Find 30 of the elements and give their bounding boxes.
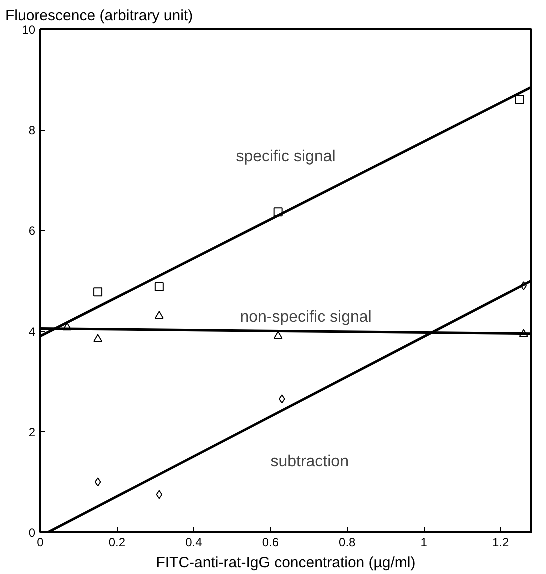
y-tick-label: 0 <box>28 526 36 540</box>
point <box>94 288 103 297</box>
text: subtraction <box>270 453 349 470</box>
x-tick-label: 0.6 <box>262 536 280 550</box>
point <box>94 334 103 342</box>
point <box>519 329 528 338</box>
point <box>274 208 283 217</box>
y-axis-title: Fluorescence (arbitrary unit) <box>6 8 194 24</box>
y-tick-label: 2 <box>28 425 36 440</box>
x-tick-label: 1.2 <box>492 536 510 550</box>
y-tick-label: 8 <box>28 124 36 138</box>
x-tick-label: 0.8 <box>339 536 356 550</box>
y-tick-label: 4 <box>28 324 36 339</box>
point <box>62 322 72 331</box>
point <box>274 331 283 340</box>
x-tick-label: 0 <box>37 536 44 550</box>
x-axis-title: FITC-anti-rat-IgG concentration (µg/ml) <box>156 554 416 572</box>
point <box>278 394 286 404</box>
point <box>94 478 102 487</box>
point <box>154 311 164 320</box>
point <box>154 282 164 292</box>
x-tick-label: 0.4 <box>186 536 203 550</box>
x-tick-label: 1 <box>420 536 428 550</box>
point <box>156 490 163 500</box>
y-tick-label: 10 <box>22 23 36 37</box>
x-tick-label: 0.2 <box>108 536 126 550</box>
series-label: non-specific signal <box>240 308 372 326</box>
y-tick-label: 6 <box>28 224 36 238</box>
series-label: specific signal <box>236 148 336 166</box>
point <box>515 95 524 104</box>
